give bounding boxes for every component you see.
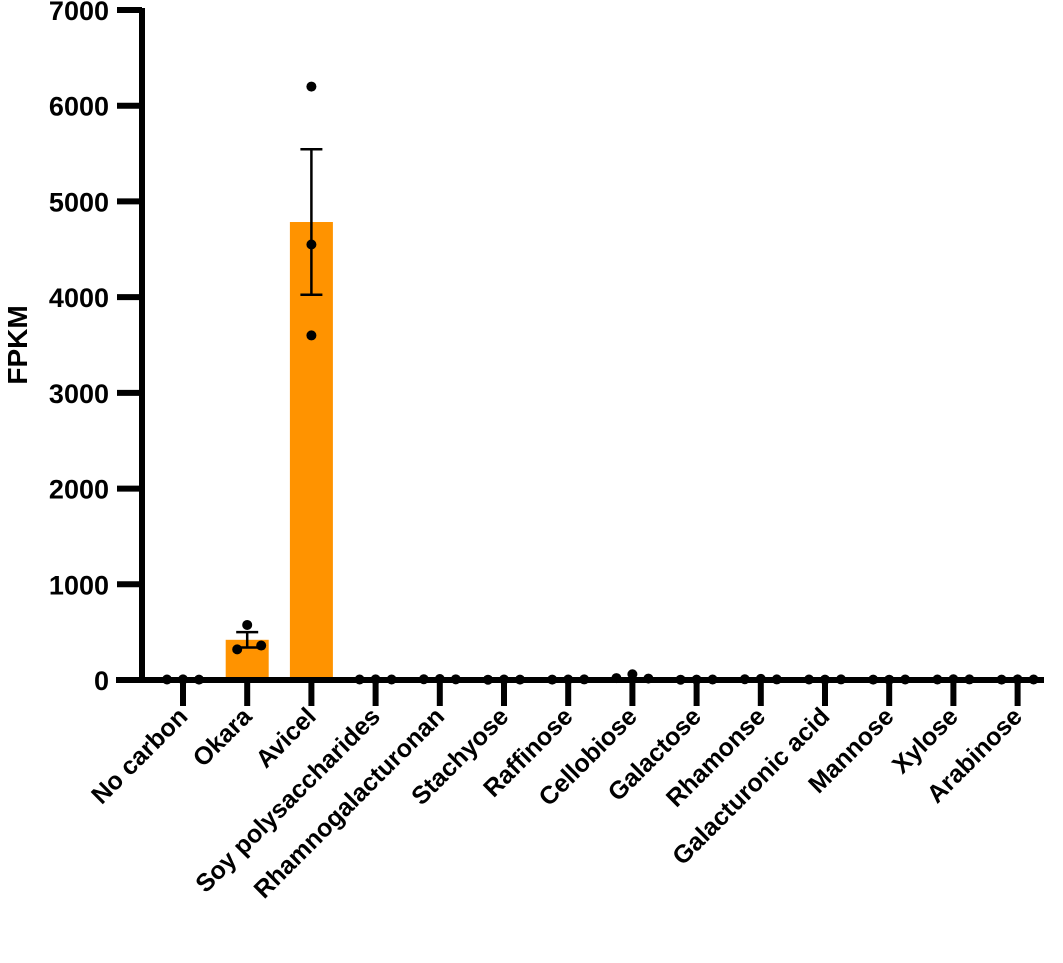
y-tick-label: 5000 <box>49 187 109 217</box>
data-point <box>627 669 638 680</box>
data-point <box>306 239 317 250</box>
data-point <box>242 619 253 630</box>
data-point <box>232 644 243 655</box>
bar <box>289 222 333 680</box>
y-tick-label: 0 <box>94 666 109 696</box>
y-ticks-layer: 0 1000 2000 3000 4000 5000 6000 7000 <box>49 0 142 696</box>
x-category-label: Okara <box>188 702 259 773</box>
axes-layer <box>116 8 1044 683</box>
data-point <box>306 81 317 92</box>
x-category-label: No carbon <box>86 702 193 809</box>
y-axis-title: FPKM <box>2 305 33 384</box>
y-tick-label: 3000 <box>49 379 109 409</box>
error-bars-layer <box>236 148 323 649</box>
y-tick-label: 2000 <box>49 475 109 505</box>
y-tick-label: 7000 <box>49 0 109 26</box>
y-tick-label: 1000 <box>49 570 109 600</box>
bars-layer <box>161 222 1040 680</box>
y-tick-label: 6000 <box>49 92 109 122</box>
data-point <box>256 640 267 651</box>
data-point <box>306 330 317 341</box>
y-tick-label: 4000 <box>49 283 109 313</box>
